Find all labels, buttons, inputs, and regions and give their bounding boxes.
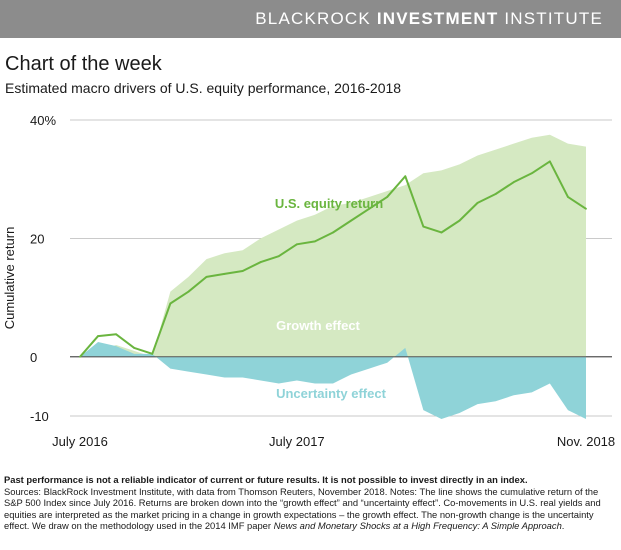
sources-end: . — [561, 520, 565, 532]
equity-point-13 — [314, 240, 316, 243]
equity-point-2 — [115, 333, 118, 336]
equity-point-5 — [169, 302, 172, 305]
chart-subtitle: Estimated macro drivers of U.S. equity p… — [5, 80, 402, 96]
equity-point-10 — [259, 261, 262, 263]
uncertainty-annotation: Uncertainty effect — [276, 386, 386, 401]
y-tick-label-3: -10 — [30, 409, 49, 424]
equity-point-12 — [295, 243, 298, 246]
equity-point-21 — [458, 219, 461, 222]
equity-point-20 — [440, 231, 443, 234]
equity-point-8 — [223, 273, 226, 275]
x-tick-label-1: July 2017 — [269, 434, 325, 449]
y-tick-label-1: 20 — [30, 231, 44, 246]
x-tick-label-2: Nov. 2018 — [557, 434, 615, 449]
y-tick-label-2: 0 — [30, 350, 37, 365]
equity-point-24 — [512, 181, 515, 184]
equity-point-11 — [277, 255, 280, 258]
equity-point-16 — [368, 207, 371, 210]
equity-point-7 — [205, 275, 208, 278]
equity-point-23 — [494, 193, 497, 195]
brand-name-investment: INVESTMENT — [376, 9, 499, 28]
equity-annotation: U.S. equity return — [275, 196, 383, 211]
equity-point-3 — [133, 347, 136, 349]
header-banner: BLACKROCK INVESTMENT INSTITUTE — [0, 0, 621, 38]
equity-point-4 — [151, 352, 154, 355]
x-tick-label-0: July 2016 — [52, 434, 108, 449]
uncertainty-effect-area — [80, 342, 586, 419]
equity-point-15 — [350, 219, 352, 222]
equity-point-19 — [422, 225, 425, 228]
growth-effect-area — [80, 134, 586, 357]
sources-note: Sources: BlackRock Investment Institute,… — [4, 486, 616, 532]
equity-point-1 — [97, 335, 99, 337]
y-tick-label-0: 40% — [30, 113, 56, 128]
equity-point-22 — [476, 201, 479, 204]
equity-point-28 — [585, 207, 587, 210]
footer-notes: Past performance is not a reliable indic… — [4, 474, 616, 532]
brand-logo-text: BLACKROCK INVESTMENT INSTITUTE — [255, 9, 603, 29]
equity-point-6 — [187, 290, 190, 293]
growth-annotation: Growth effect — [276, 318, 360, 333]
brand-name-institute: INSTITUTE — [504, 9, 603, 28]
chart-kicker: Chart of the week — [5, 53, 162, 75]
equity-point-9 — [241, 270, 244, 272]
y-axis-label: Cumulative return — [2, 227, 17, 330]
equity-point-27 — [567, 196, 569, 198]
equity-point-0 — [79, 355, 81, 358]
brand-name-blackrock: BLACKROCK — [255, 9, 371, 28]
sources-text: Sources: BlackRock Investment Institute,… — [4, 485, 601, 532]
equity-point-14 — [332, 231, 334, 234]
equity-point-17 — [386, 196, 389, 198]
equity-point-25 — [530, 172, 533, 175]
performance-disclaimer: Past performance is not a reliable indic… — [4, 474, 528, 485]
equity-point-26 — [548, 160, 551, 163]
equity-point-18 — [404, 175, 407, 178]
paper-title: News and Monetary Shocks at a High Frequ… — [273, 520, 562, 532]
